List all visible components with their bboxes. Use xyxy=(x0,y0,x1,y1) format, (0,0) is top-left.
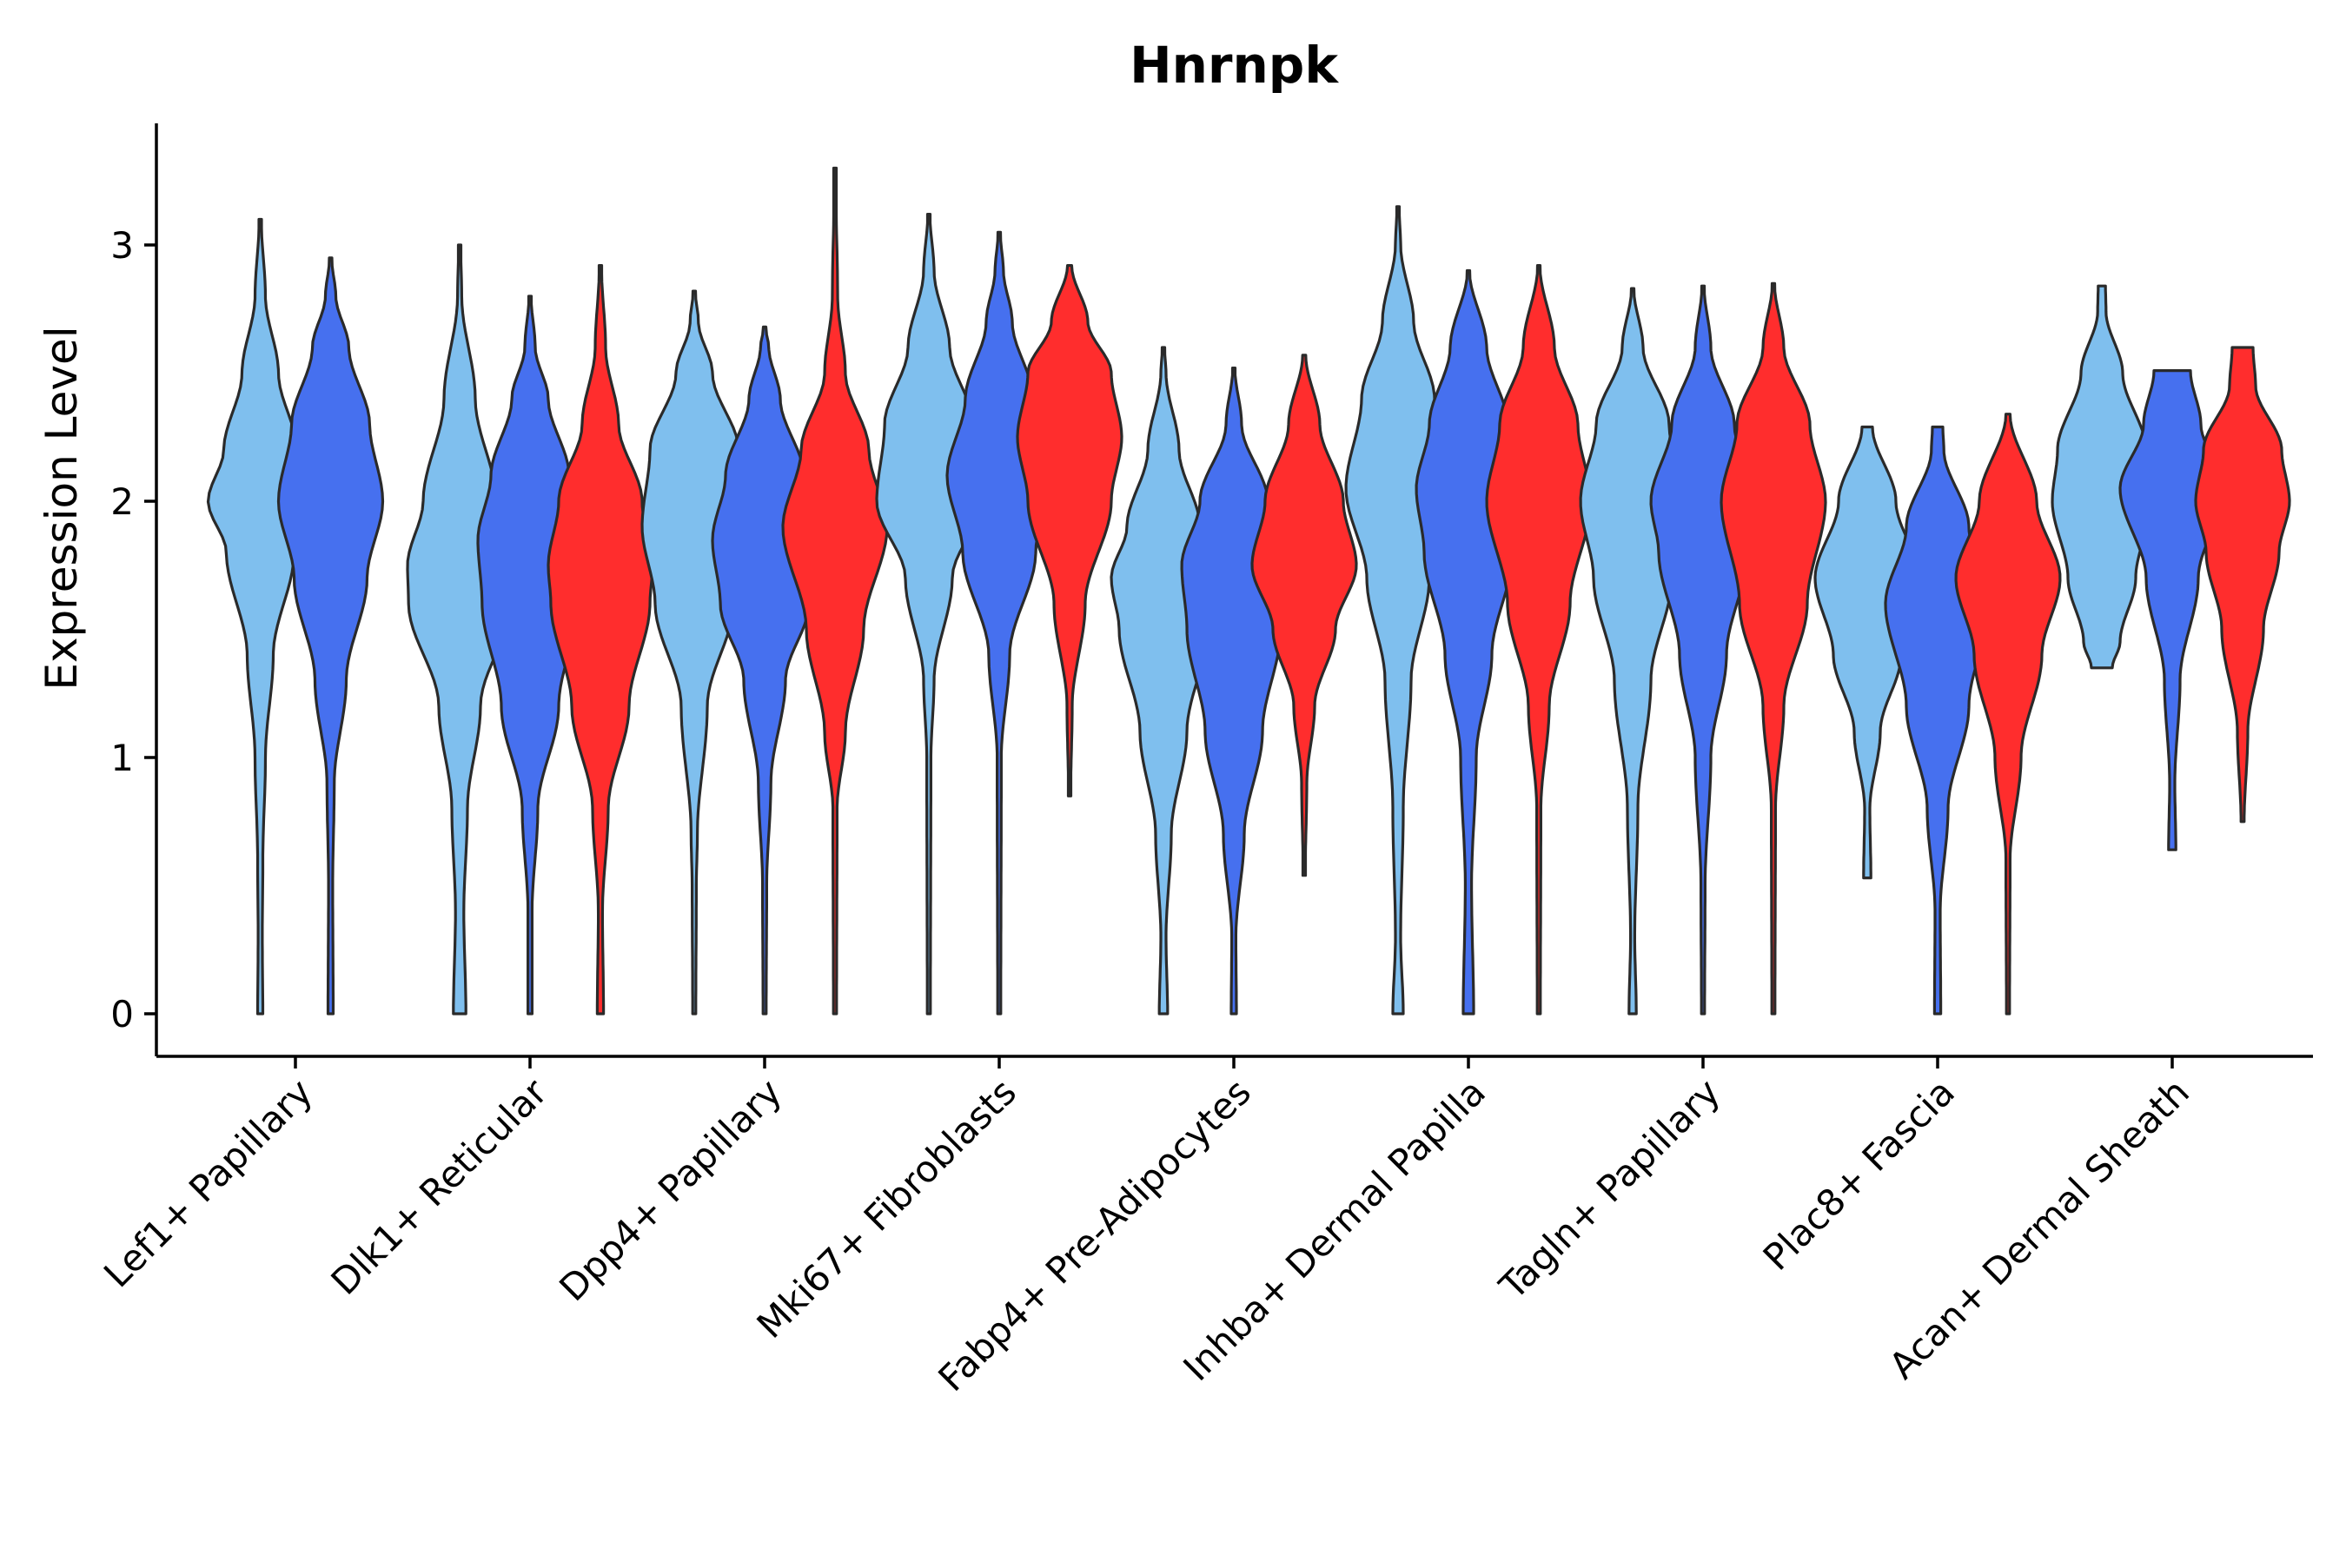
x-tick-label: Mki67+ Fibroblasts xyxy=(749,1070,1024,1346)
violin-1-2 xyxy=(276,256,385,1016)
violin-2-2 xyxy=(476,294,584,1016)
y-tick-label: 0 xyxy=(110,993,134,1035)
violin-7-2 xyxy=(1649,284,1757,1016)
violin-8-1 xyxy=(1813,425,1921,880)
violin-3-3 xyxy=(781,166,889,1016)
violin-4-1 xyxy=(875,213,983,1016)
violin-6-1 xyxy=(1344,205,1452,1016)
violin-2-1 xyxy=(406,243,514,1016)
violin-5-3 xyxy=(1250,354,1358,877)
violin-2-3 xyxy=(547,264,654,1016)
violin-7-3 xyxy=(1720,281,1827,1016)
chart-title: Hnrnpk xyxy=(1130,36,1339,95)
x-tick-label: Dpp4+ Papillary xyxy=(551,1070,790,1309)
violin-4-2 xyxy=(945,230,1053,1016)
violins-layer xyxy=(206,166,2291,1016)
x-tick-label: Tagln+ Papillary xyxy=(1491,1070,1728,1307)
violin-1-1 xyxy=(206,217,315,1016)
violin-5-1 xyxy=(1110,346,1217,1016)
y-tick-label: 2 xyxy=(110,480,134,523)
violin-8-3 xyxy=(1954,413,2062,1016)
y-tick-label: 1 xyxy=(110,737,134,779)
violin-3-1 xyxy=(640,289,748,1016)
y-tick-label: 3 xyxy=(110,224,134,267)
x-tick-label: Lef1+ Papillary xyxy=(96,1070,321,1295)
violin-7-1 xyxy=(1579,287,1687,1016)
y-ticks-layer: 0 1 2 3 xyxy=(110,224,156,1035)
violin-5-2 xyxy=(1180,367,1288,1016)
violin-6-3 xyxy=(1485,264,1593,1016)
violin-4-3 xyxy=(1016,264,1123,797)
violin-8-2 xyxy=(1884,425,1991,1016)
y-axis-label: Expression Level xyxy=(36,326,87,690)
violin-9-3 xyxy=(2194,346,2291,824)
x-tick-label: Dlk1+ Reticular xyxy=(323,1070,556,1303)
x-tick-label: Plac8+ Fascia xyxy=(1755,1070,1963,1278)
